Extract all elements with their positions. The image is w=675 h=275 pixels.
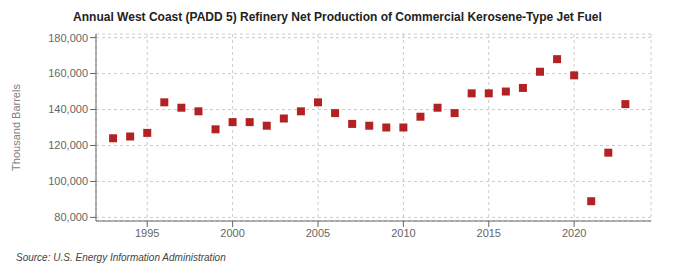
svg-text:1995: 1995 bbox=[135, 227, 159, 239]
svg-text:160,000: 160,000 bbox=[48, 67, 88, 79]
svg-text:Thousand Barrels: Thousand Barrels bbox=[10, 84, 22, 171]
svg-text:2020: 2020 bbox=[562, 227, 586, 239]
svg-text:2005: 2005 bbox=[306, 227, 330, 239]
html-text:Source: U.S. Energy Informatio: Source: U.S. Energy Information Administ… bbox=[16, 252, 226, 263]
svg-text:2010: 2010 bbox=[391, 227, 415, 239]
svg-text:120,000: 120,000 bbox=[48, 139, 88, 151]
svg-text:2015: 2015 bbox=[477, 227, 501, 239]
html-text:Annual West Coast (PADD 5) Ref: Annual West Coast (PADD 5) Refinery Net … bbox=[73, 10, 602, 24]
svg-text:2000: 2000 bbox=[220, 227, 244, 239]
svg-text:180,000: 180,000 bbox=[48, 32, 88, 44]
svg-text:140,000: 140,000 bbox=[48, 103, 88, 115]
svg-text:100,000: 100,000 bbox=[48, 175, 88, 187]
svg-text:80,000: 80,000 bbox=[54, 211, 88, 223]
